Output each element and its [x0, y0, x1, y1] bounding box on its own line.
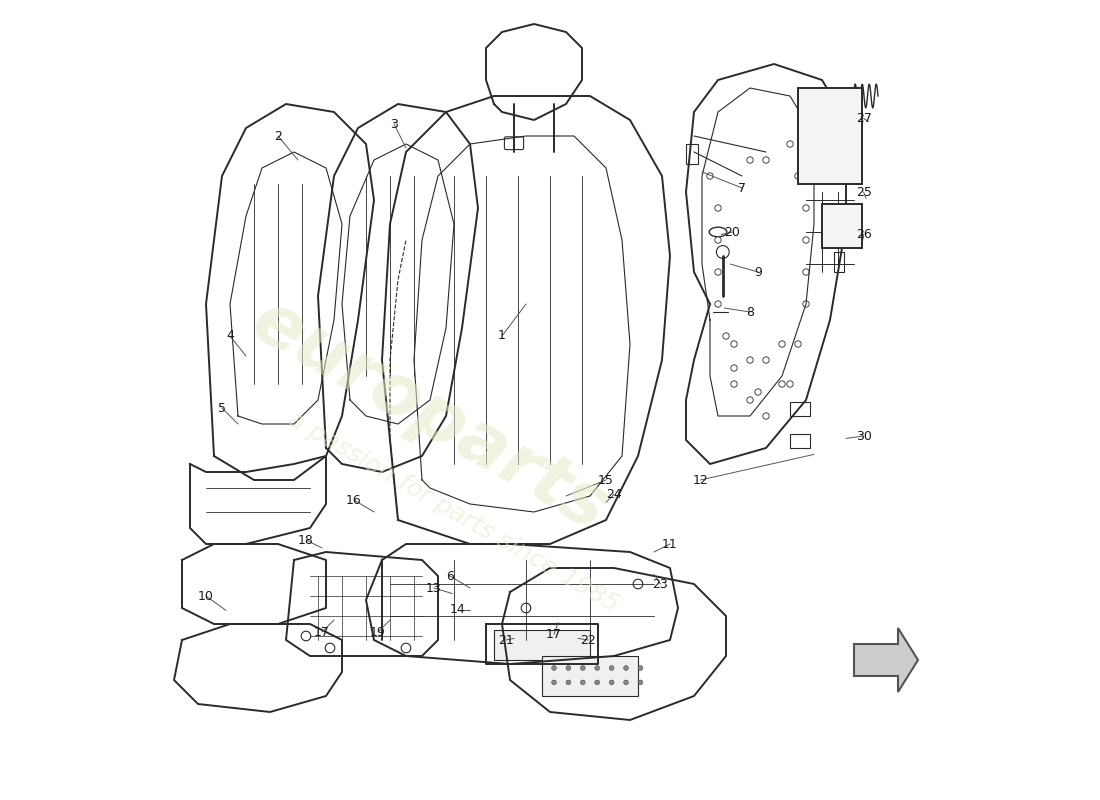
- Text: 11: 11: [662, 538, 678, 550]
- Text: 21: 21: [498, 634, 514, 646]
- Circle shape: [715, 269, 722, 275]
- Text: 16: 16: [346, 494, 362, 506]
- Text: 24: 24: [606, 488, 621, 501]
- Text: 9: 9: [755, 266, 762, 278]
- Text: 8: 8: [746, 306, 754, 318]
- FancyBboxPatch shape: [505, 137, 524, 150]
- Bar: [798, 88, 862, 184]
- Circle shape: [730, 381, 737, 387]
- Circle shape: [638, 680, 642, 685]
- Circle shape: [551, 680, 557, 685]
- Circle shape: [301, 631, 311, 641]
- Text: 13: 13: [426, 582, 442, 594]
- Circle shape: [730, 365, 737, 371]
- Text: 30: 30: [856, 430, 871, 442]
- Circle shape: [402, 643, 410, 653]
- Text: 23: 23: [652, 578, 669, 590]
- Circle shape: [715, 301, 722, 307]
- Text: 15: 15: [598, 474, 614, 486]
- Circle shape: [779, 341, 785, 347]
- Circle shape: [723, 333, 729, 339]
- Circle shape: [634, 579, 642, 589]
- Circle shape: [521, 603, 531, 613]
- Circle shape: [566, 666, 571, 670]
- Circle shape: [730, 341, 737, 347]
- Text: 7: 7: [738, 182, 746, 194]
- Text: 1: 1: [498, 330, 506, 342]
- Ellipse shape: [710, 227, 727, 237]
- Circle shape: [795, 173, 801, 179]
- Circle shape: [707, 173, 713, 179]
- Bar: [790, 434, 810, 448]
- Circle shape: [755, 389, 761, 395]
- Text: 20: 20: [725, 226, 740, 238]
- Text: a passion for parts since 1985: a passion for parts since 1985: [285, 407, 624, 617]
- Circle shape: [747, 357, 754, 363]
- Text: 27: 27: [856, 112, 871, 125]
- Circle shape: [795, 341, 801, 347]
- Bar: [686, 144, 698, 164]
- Text: 4: 4: [227, 330, 234, 342]
- Circle shape: [716, 246, 729, 258]
- Circle shape: [609, 680, 614, 685]
- Text: 12: 12: [693, 474, 708, 486]
- Text: 6: 6: [447, 570, 454, 582]
- Circle shape: [581, 666, 585, 670]
- Circle shape: [803, 205, 810, 211]
- Circle shape: [715, 205, 722, 211]
- Text: 10: 10: [198, 590, 213, 602]
- Text: 19: 19: [370, 626, 386, 638]
- Text: 18: 18: [298, 534, 314, 546]
- Bar: [790, 402, 810, 416]
- Text: 26: 26: [856, 228, 871, 241]
- Circle shape: [609, 666, 614, 670]
- Text: europarts: europarts: [240, 286, 620, 546]
- Text: 5: 5: [218, 402, 226, 414]
- Circle shape: [762, 157, 769, 163]
- Circle shape: [762, 413, 769, 419]
- Text: 25: 25: [856, 186, 871, 198]
- Circle shape: [747, 157, 754, 163]
- Bar: [542, 656, 638, 696]
- Circle shape: [566, 680, 571, 685]
- Circle shape: [624, 680, 628, 685]
- Circle shape: [747, 397, 754, 403]
- Circle shape: [803, 269, 810, 275]
- Text: 14: 14: [450, 603, 466, 616]
- Text: 2: 2: [274, 130, 282, 142]
- Text: 17: 17: [315, 626, 330, 638]
- Circle shape: [803, 301, 810, 307]
- Circle shape: [762, 357, 769, 363]
- Bar: [822, 204, 862, 248]
- Circle shape: [595, 666, 600, 670]
- Circle shape: [786, 141, 793, 147]
- Circle shape: [786, 381, 793, 387]
- Circle shape: [551, 666, 557, 670]
- Circle shape: [624, 666, 628, 670]
- Circle shape: [715, 237, 722, 243]
- Text: 22: 22: [581, 634, 596, 646]
- Circle shape: [803, 237, 810, 243]
- Circle shape: [638, 666, 642, 670]
- Bar: [834, 252, 844, 272]
- Text: 17: 17: [546, 628, 562, 641]
- Circle shape: [581, 680, 585, 685]
- Circle shape: [326, 643, 334, 653]
- Text: 3: 3: [390, 118, 398, 130]
- Polygon shape: [854, 628, 918, 692]
- Circle shape: [779, 381, 785, 387]
- Circle shape: [595, 680, 600, 685]
- Bar: [494, 630, 590, 660]
